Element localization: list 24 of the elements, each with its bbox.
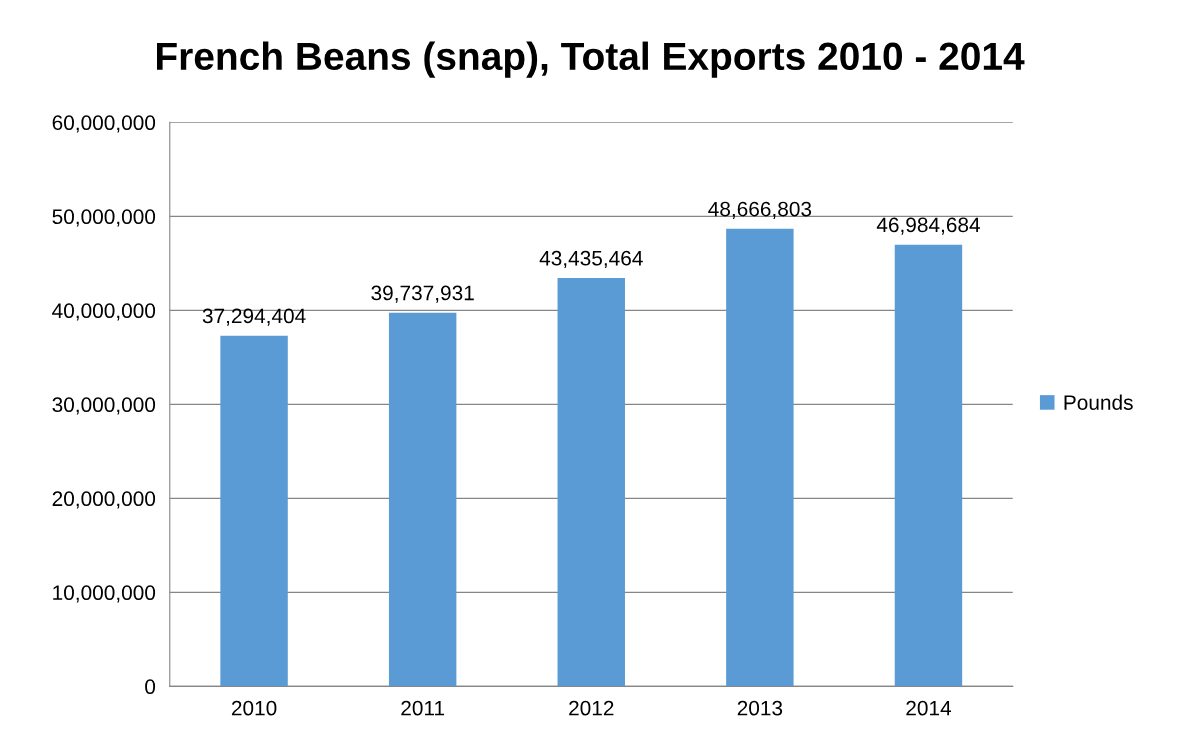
- bar: [557, 278, 625, 687]
- data-label: 37,294,404: [202, 308, 306, 326]
- y-tick-label: 10,000,000: [53, 585, 156, 603]
- y-tick-label: 0: [145, 679, 156, 695]
- bar: [388, 312, 457, 687]
- x-tick-label: 2014: [906, 700, 952, 716]
- x-tick-label: 2013: [737, 700, 783, 716]
- data-label: 46,984,684: [876, 217, 980, 235]
- x-tick-label: 2010: [231, 700, 277, 716]
- data-label: 48,666,803: [708, 201, 812, 219]
- bar: [726, 228, 794, 687]
- y-tick-label: 20,000,000: [52, 491, 156, 509]
- chart-title: French Beans (snap), Total Exports 2010 - 2014: [157, 41, 1025, 78]
- bar: [894, 244, 963, 687]
- x-tick-label: 2011: [401, 700, 445, 716]
- y-tick-label: 60,000,000: [52, 115, 156, 133]
- bar: [220, 335, 288, 687]
- data-label: 43,435,464: [539, 250, 643, 269]
- y-tick-label: 50,000,000: [52, 209, 156, 227]
- y-tick-label: 40,000,000: [52, 303, 156, 321]
- legend-label: Pounds: [1064, 394, 1133, 410]
- y-tick-label: 30,000,000: [52, 397, 156, 415]
- data-label: 39,737,931: [371, 285, 474, 303]
- x-tick-label: 2012: [569, 700, 614, 716]
